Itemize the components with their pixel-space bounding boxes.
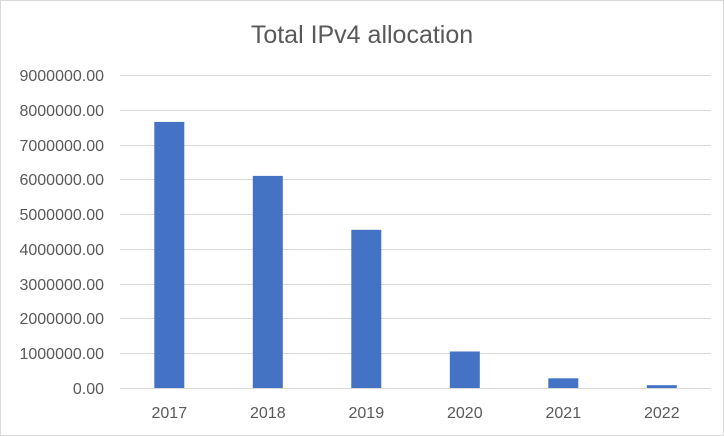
x-axis-tick-labels: 2017 2018 2019 2020 2021 2022 — [152, 405, 680, 422]
y-tick-label: 0.00 — [73, 381, 104, 398]
y-tick-label: 1000000.00 — [19, 346, 104, 363]
bar-2020 — [449, 351, 480, 388]
bar-2022 — [646, 385, 677, 388]
y-tick-label: 3000000.00 — [19, 277, 104, 294]
y-tick-label: 6000000.00 — [19, 172, 104, 189]
bar-2019 — [351, 229, 382, 388]
y-tick-label: 9000000.00 — [19, 68, 104, 85]
y-tick-label: 2000000.00 — [19, 311, 104, 328]
bar-2017 — [154, 121, 185, 389]
x-tick-label: 2019 — [349, 405, 385, 422]
x-tick-label: 2018 — [250, 405, 286, 422]
y-tick-label: 4000000.00 — [19, 242, 104, 259]
y-tick-label: 5000000.00 — [19, 207, 104, 224]
chart-title: Total IPv4 allocation — [251, 21, 473, 49]
bar-2021 — [548, 378, 579, 388]
x-tick-label: 2017 — [152, 405, 188, 422]
y-tick-label: 8000000.00 — [19, 103, 104, 120]
bars — [154, 121, 677, 389]
y-axis-tick-labels: 0.00 1000000.00 2000000.00 3000000.00 400000… — [19, 68, 104, 398]
y-tick-label: 7000000.00 — [19, 138, 104, 155]
x-tick-label: 2020 — [447, 405, 483, 422]
x-tick-label: 2022 — [644, 405, 680, 422]
gridlines — [120, 75, 711, 389]
x-tick-label: 2021 — [546, 405, 582, 422]
bar-2018 — [252, 175, 283, 388]
